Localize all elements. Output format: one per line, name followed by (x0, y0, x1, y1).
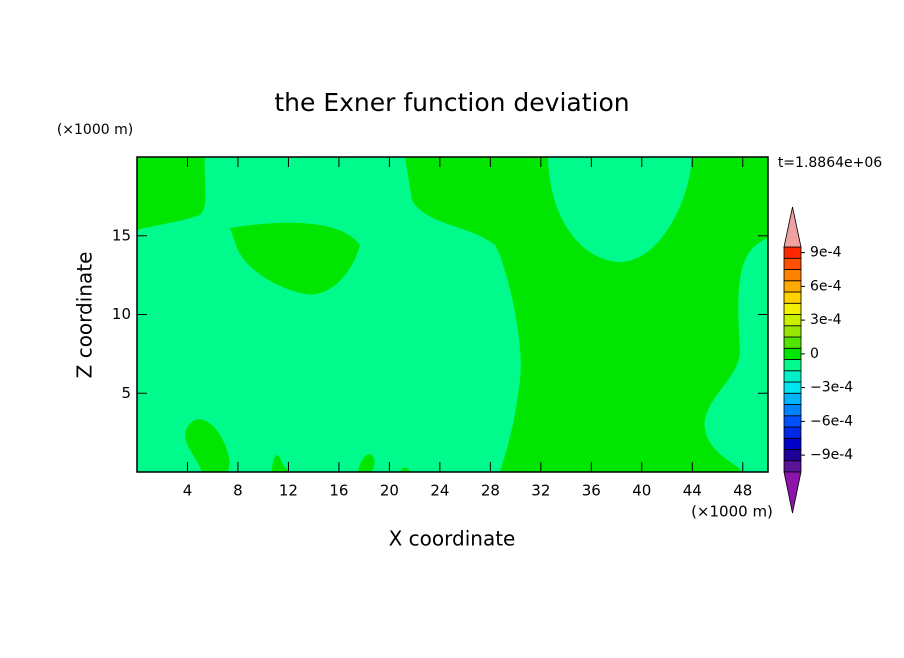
x-tick-label: 4 (183, 482, 193, 500)
y-tick-label: 10 (112, 305, 131, 323)
colorbar-box (783, 347, 802, 360)
contour-region (185, 419, 230, 472)
colorbar-box (783, 246, 802, 259)
colorbar-box (783, 325, 802, 338)
x-tick-label: 32 (531, 482, 550, 500)
x-tick-label: 24 (430, 482, 449, 500)
y-unit: (×1000 m) (57, 122, 133, 138)
colorbar-box (783, 460, 802, 473)
x-tick-label: 16 (329, 482, 348, 500)
colorbar-tick-label: −9e-4 (810, 447, 853, 463)
colorbar-box (783, 415, 802, 428)
contour-region (230, 222, 360, 295)
colorbar-tick-label: 0 (810, 346, 819, 362)
x-tick-label: 44 (683, 482, 702, 500)
time-label: t=1.8864e+06 (778, 155, 882, 171)
x-axis-label: X coordinate (389, 527, 516, 551)
colorbar-box (783, 314, 802, 327)
y-tick-label: 5 (121, 384, 131, 402)
colorbar-box (783, 381, 802, 394)
x-tick-label: 20 (380, 482, 399, 500)
colorbar-box (783, 336, 802, 349)
contour-region (405, 157, 768, 472)
x-tick-label: 12 (279, 482, 298, 500)
colorbar-box (783, 280, 802, 293)
x-tick-label: 28 (481, 482, 500, 500)
y-axis-label: Z coordinate (73, 252, 97, 379)
colorbar-box (783, 257, 802, 270)
colorbar-extend-low (783, 471, 802, 514)
chart-title: the Exner function deviation (274, 88, 629, 117)
contour-region (358, 454, 375, 472)
x-unit: (×1000 m) (691, 503, 773, 521)
y-tick-label: 15 (112, 226, 131, 244)
colorbar-box (783, 269, 802, 282)
contour-region (137, 157, 206, 230)
x-tick-label: 40 (632, 482, 651, 500)
colorbar-box (783, 291, 802, 304)
contour-field (137, 157, 768, 472)
colorbar-box (783, 392, 802, 405)
colorbar-box (783, 370, 802, 383)
colorbar-tick-label: 3e-4 (810, 312, 842, 328)
colorbar-tick-label: 9e-4 (810, 245, 842, 261)
colorbar-tick-label: 6e-4 (810, 278, 842, 294)
contour-region (272, 455, 290, 472)
colorbar-box (783, 437, 802, 450)
colorbar-box (783, 302, 802, 315)
x-tick-label: 36 (582, 482, 601, 500)
contour-region (400, 467, 410, 472)
x-tick-label: 48 (733, 482, 752, 500)
colorbar-box (783, 404, 802, 417)
colorbar-box (783, 449, 802, 462)
colorbar-tick-label: −3e-4 (810, 380, 853, 396)
colorbar-tick-label: −6e-4 (810, 413, 853, 429)
colorbar-box (783, 426, 802, 439)
x-tick-label: 8 (233, 482, 243, 500)
colorbar-extend-high (783, 206, 802, 248)
colorbar-box (783, 359, 802, 372)
